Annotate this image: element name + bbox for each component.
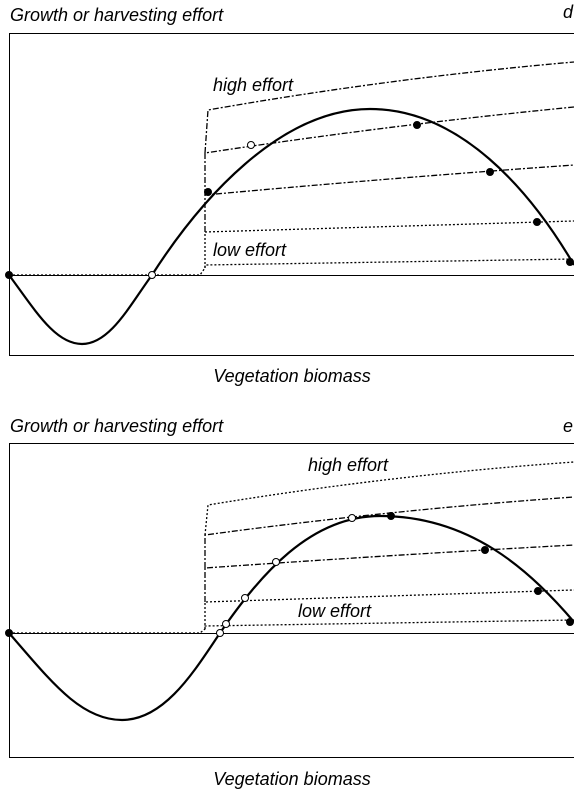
panel-frame bbox=[9, 443, 574, 758]
x-axis-label: Vegetation biomass bbox=[213, 366, 370, 386]
x-axis-label: Vegetation biomass bbox=[213, 769, 370, 789]
unstable-point bbox=[348, 514, 356, 522]
unstable-point bbox=[148, 271, 156, 279]
effort-line bbox=[204, 544, 574, 602]
y-axis-label: Growth or harvesting effort bbox=[10, 416, 224, 436]
stable-point bbox=[387, 512, 395, 520]
panel-frame bbox=[9, 33, 574, 356]
stable-point bbox=[486, 168, 494, 176]
stable-point bbox=[481, 546, 489, 554]
panel-letter: e bbox=[563, 416, 573, 436]
stable-point bbox=[5, 271, 13, 279]
annotation: low effort bbox=[298, 601, 372, 621]
annotation: high effort bbox=[213, 75, 294, 95]
panel-letter: d bbox=[563, 2, 574, 22]
annotation: high effort bbox=[308, 455, 389, 475]
unstable-point bbox=[222, 620, 230, 628]
effort-line bbox=[204, 589, 574, 629]
effort-line bbox=[204, 496, 574, 568]
effort-line bbox=[9, 258, 574, 276]
panel-e: Growth or harvesting effort e high effor… bbox=[5, 416, 574, 789]
unstable-point bbox=[241, 594, 249, 602]
stable-point bbox=[566, 618, 574, 626]
effort-line bbox=[204, 164, 574, 232]
stable-point bbox=[5, 629, 13, 637]
unstable-point bbox=[247, 141, 255, 149]
growth-curve bbox=[8, 107, 574, 346]
stable-point bbox=[566, 258, 574, 266]
growth-curve bbox=[8, 514, 574, 722]
unstable-point bbox=[272, 558, 280, 566]
stable-point bbox=[533, 218, 541, 226]
panel-d: Growth or harvesting effort d high effor… bbox=[5, 2, 574, 386]
effort-line bbox=[9, 619, 574, 634]
effort-line bbox=[204, 106, 574, 195]
stable-point bbox=[534, 587, 542, 595]
stable-point bbox=[204, 188, 212, 196]
stable-point bbox=[413, 121, 421, 129]
y-axis-label: Growth or harvesting effort bbox=[10, 5, 224, 25]
annotation: low effort bbox=[213, 240, 287, 260]
effort-line bbox=[204, 61, 574, 154]
effort-line bbox=[204, 461, 574, 536]
unstable-point bbox=[216, 629, 224, 637]
